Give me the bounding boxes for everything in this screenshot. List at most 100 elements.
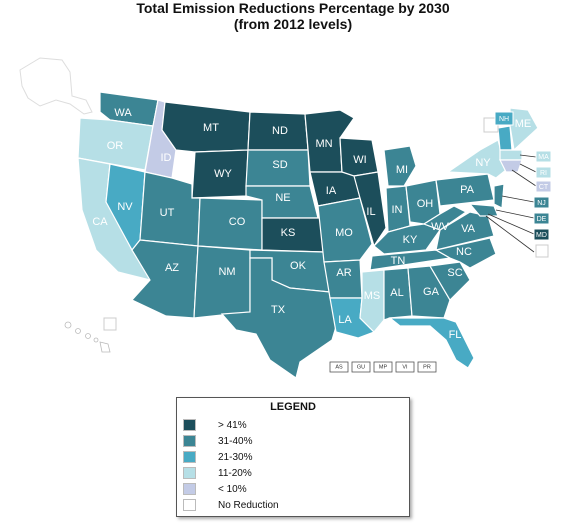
- state-tx[interactable]: [220, 257, 339, 379]
- state-al[interactable]: [383, 267, 413, 321]
- territory-boxes: AS GU MP VI PR: [329, 361, 437, 373]
- state-ar[interactable]: [323, 259, 363, 299]
- label-sd: SD: [272, 159, 287, 171]
- label-ri: RI: [540, 170, 547, 177]
- label-ma: MA: [538, 154, 549, 161]
- label-ca: CA: [92, 216, 108, 228]
- title-line-2: (from 2012 levels): [233, 16, 353, 32]
- state-mo[interactable]: [317, 197, 373, 263]
- callout-ri[interactable]: RI: [519, 163, 552, 179]
- territory-pr[interactable]: PR: [417, 361, 437, 373]
- label-ks: KS: [281, 227, 296, 239]
- callout-ct[interactable]: CT: [511, 169, 552, 193]
- label-va: VA: [461, 223, 476, 235]
- legend: LEGEND > 41% 31-40% 21-30% 11-20% < 10% …: [176, 397, 410, 517]
- label-nm: NM: [218, 266, 235, 278]
- legend-label: 31-40%: [218, 435, 253, 447]
- label-ms: MS: [364, 290, 381, 302]
- state-ak[interactable]: [19, 57, 93, 115]
- legend-item-11-20: 11-20%: [183, 466, 252, 480]
- state-nm[interactable]: [193, 245, 251, 319]
- state-nj[interactable]: [493, 183, 505, 209]
- state-nc[interactable]: [434, 237, 497, 269]
- legend-item-none: No Reduction: [183, 498, 279, 512]
- state-ma[interactable]: [499, 149, 523, 161]
- label-de: DE: [537, 216, 547, 223]
- legend-swatch: [183, 435, 196, 447]
- label-me: ME: [515, 118, 532, 130]
- legend-swatch: [183, 419, 196, 431]
- label-or: OR: [107, 140, 124, 152]
- legend-label: 11-20%: [218, 467, 252, 479]
- label-id: ID: [161, 152, 172, 164]
- callout-de[interactable]: DE: [495, 209, 550, 225]
- label-wi: WI: [353, 154, 366, 166]
- legend-item-21-30: 21-30%: [183, 450, 252, 464]
- label-oh: OH: [417, 198, 434, 210]
- state-va[interactable]: [435, 211, 495, 251]
- legend-item-gt41: > 41%: [183, 418, 247, 432]
- label-al: AL: [390, 287, 403, 299]
- label-nc: NC: [456, 246, 472, 258]
- state-de-md[interactable]: [468, 203, 499, 217]
- territory-mp[interactable]: MP: [373, 361, 393, 373]
- state-fl[interactable]: [388, 317, 475, 369]
- hawaii-box: [103, 317, 117, 331]
- label-md: MD: [536, 232, 547, 239]
- label-nh: NH: [499, 116, 509, 123]
- state-wv[interactable]: [422, 205, 468, 231]
- state-ct-ri[interactable]: [499, 159, 523, 173]
- legend-label: 21-30%: [218, 451, 253, 463]
- label-ky: KY: [403, 234, 418, 246]
- state-ga[interactable]: [407, 265, 451, 319]
- label-sc: SC: [447, 267, 462, 279]
- label-tn: TN: [391, 255, 406, 267]
- label-ct: CT: [539, 184, 549, 191]
- legend-item-31-40: 31-40%: [183, 434, 252, 448]
- label-mo: MO: [335, 227, 353, 239]
- label-ia: IA: [326, 185, 337, 197]
- state-mi[interactable]: [383, 145, 417, 187]
- state-az[interactable]: [131, 239, 199, 319]
- callout-dc[interactable]: [485, 215, 549, 258]
- legend-swatch: [183, 451, 196, 463]
- label-pa: PA: [460, 184, 475, 196]
- callout-nj[interactable]: NJ: [501, 195, 550, 209]
- svg-text:AS: AS: [335, 364, 343, 370]
- label-il: IL: [366, 206, 375, 218]
- territory-gu[interactable]: GU: [351, 361, 371, 373]
- callout-md[interactable]: MD: [487, 213, 550, 241]
- label-mi: MI: [396, 164, 408, 176]
- state-hi[interactable]: [64, 321, 111, 353]
- label-fl: FL: [449, 329, 462, 341]
- state-nh-vt[interactable]: [497, 125, 513, 151]
- label-nd: ND: [272, 125, 288, 137]
- label-wy: WY: [214, 168, 232, 180]
- callout-nh[interactable]: NH: [494, 111, 514, 126]
- title-line-1: Total Emission Reductions Percentage by …: [136, 0, 450, 16]
- legend-label: No Reduction: [218, 499, 279, 511]
- label-co: CO: [229, 216, 246, 228]
- label-in: IN: [392, 204, 403, 216]
- label-az: AZ: [165, 262, 179, 274]
- label-ga: GA: [423, 286, 440, 298]
- legend-label: > 41%: [218, 419, 247, 431]
- label-mt: MT: [203, 122, 219, 134]
- legend-swatch: [183, 467, 196, 479]
- state-sc[interactable]: [429, 261, 471, 301]
- svg-text:PR: PR: [423, 364, 431, 370]
- legend-item-lt10: < 10%: [183, 482, 247, 496]
- state-il[interactable]: [353, 171, 387, 248]
- legend-label: < 10%: [218, 483, 247, 495]
- legend-swatch: [183, 499, 196, 511]
- callout-ma[interactable]: MA: [519, 150, 552, 163]
- label-wv: WV: [431, 221, 449, 233]
- territory-as[interactable]: AS: [329, 361, 349, 373]
- label-mn: MN: [315, 138, 332, 150]
- territory-vi[interactable]: VI: [395, 361, 415, 373]
- legend-swatch: [183, 483, 196, 495]
- label-la: LA: [338, 314, 352, 326]
- label-ar: AR: [336, 267, 351, 279]
- label-nv: NV: [117, 201, 133, 213]
- svg-text:GU: GU: [357, 364, 365, 370]
